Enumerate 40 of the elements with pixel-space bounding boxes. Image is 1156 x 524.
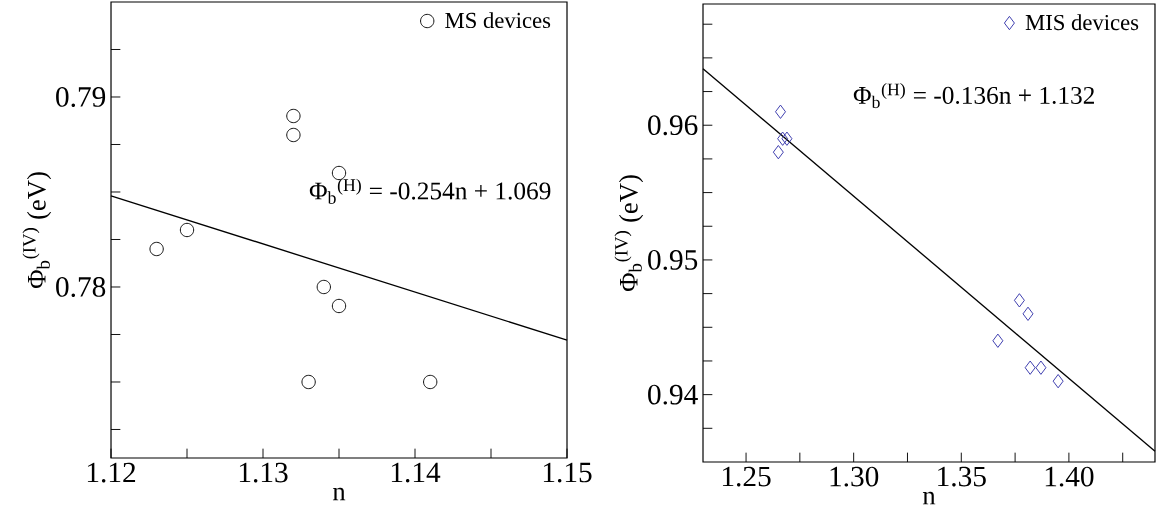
point [1013, 293, 1025, 308]
point [423, 374, 438, 390]
legend-label: MS devices [445, 12, 551, 29]
point [1052, 374, 1064, 389]
x-axis-title: n [332, 487, 346, 501]
x-tick-label: 1.12 [87, 462, 136, 483]
point [149, 241, 164, 257]
x-tick-label: 1.15 [543, 462, 592, 483]
y-axis-title: Φ$_{b}$$^{(IV)}$ (eV) [22, 172, 52, 289]
x-tick-label: 1.14 [391, 462, 441, 483]
x-tick-label: 1.40 [1045, 466, 1094, 487]
annotation: Φ$_{b}$$^{(H)}$ = -0.254n + 1.069 [309, 178, 551, 204]
point [775, 104, 786, 119]
y-tick-label: 0.94 [648, 384, 698, 405]
x-tick-label: 1.25 [722, 466, 771, 487]
point [777, 131, 789, 146]
point [1024, 360, 1036, 375]
point [331, 298, 347, 314]
legend-label: MIS devices [1025, 14, 1139, 31]
y-tick-label: 0.95 [648, 249, 698, 270]
point [286, 127, 301, 143]
y-tick-label: 0.79 [56, 87, 106, 107]
x-tick-label: 1.13 [239, 462, 288, 483]
x-axis-title: n [922, 491, 936, 505]
point [772, 145, 784, 160]
point [1035, 360, 1047, 375]
point [301, 374, 316, 390]
point [286, 108, 301, 124]
point [992, 333, 1004, 348]
x-tick-label: 1.35 [938, 466, 986, 487]
point [179, 222, 195, 238]
point [316, 279, 331, 295]
annotation: Φ$_{b}$$^{(H)}$ = -0.136n + 1.132 [853, 83, 1094, 109]
x-tick-label: 1.30 [830, 466, 879, 487]
y-axis-title: Φ$_{b}$$^{(IV)}$ (eV) [614, 175, 644, 292]
y-tick-label: 0.78 [56, 277, 106, 297]
point [1022, 306, 1034, 321]
point [781, 131, 793, 146]
y-tick-label: 0.96 [648, 115, 698, 136]
point [331, 165, 347, 181]
